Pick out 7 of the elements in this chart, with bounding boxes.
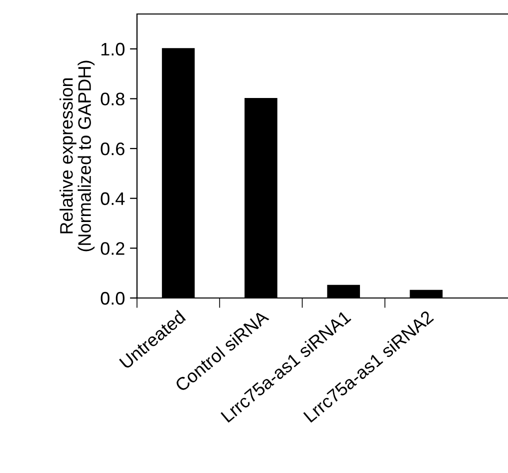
y-tick-label: 0.8	[100, 92, 124, 106]
y-tick-label: 1.0	[101, 42, 124, 56]
y-tick-label: 0.0	[100, 292, 124, 305]
y-tick-label: 0.2	[100, 242, 124, 255]
y-tick-label: 0.4	[100, 192, 125, 206]
y-axis-title: Relative expression (Normalized to GAPDH)	[60, 60, 95, 252]
y-tick-label: 0.6	[100, 142, 124, 156]
